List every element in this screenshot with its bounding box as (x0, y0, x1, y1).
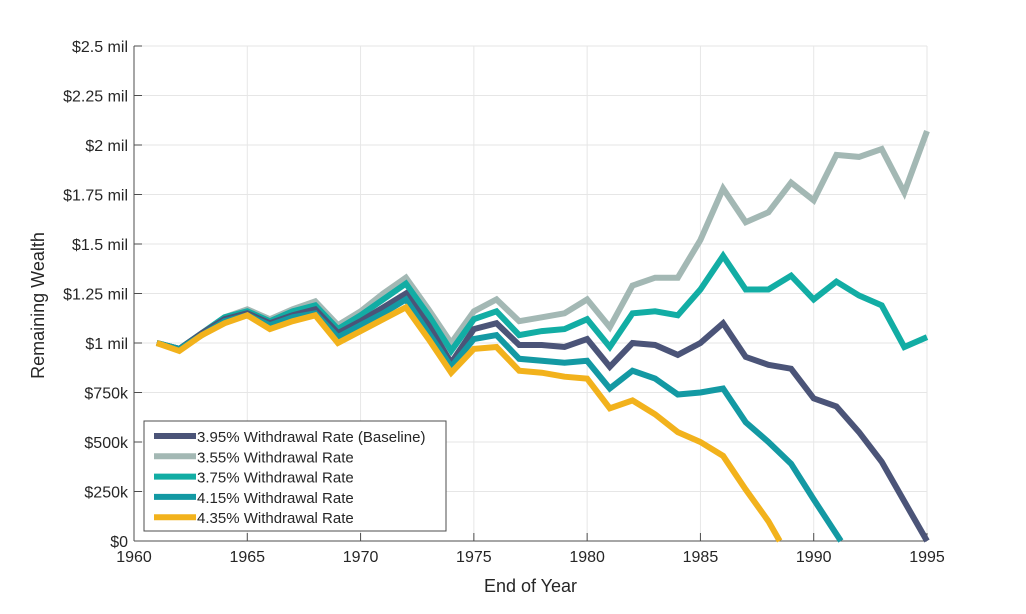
y-tick-label: $1.25 mil (63, 287, 128, 304)
x-tick-label: 1995 (909, 549, 945, 566)
y-tick-label: $1 mil (85, 336, 128, 353)
y-axis-ticks: $0 $250k $500k $750k $1 mil $1.25 mil $1.5 mil… (63, 39, 142, 551)
series-line-4-15-withdrawal-rate (155, 295, 844, 543)
x-axis-ticks: 1960 1965 1970 1975 1980 1985 1990 1995 (116, 533, 945, 566)
series-line-3-55-withdrawal-rate (155, 130, 930, 353)
legend-label: 3.55% Withdrawal Rate (197, 449, 354, 466)
legend-label: 4.15% Withdrawal Rate (197, 490, 354, 507)
x-axis-title: End of Year (484, 576, 577, 596)
series-line-4-35-withdrawal-rate (155, 303, 783, 543)
series-line-3-75-withdrawal-rate (155, 250, 929, 357)
y-tick-label: $750k (84, 386, 129, 403)
y-tick-label: $250k (84, 485, 129, 502)
x-tick-label: 1960 (116, 549, 152, 566)
x-tick-label: 1980 (569, 549, 605, 566)
series-lines (155, 130, 930, 543)
legend-label: 3.75% Withdrawal Rate (197, 470, 354, 487)
x-tick-label: 1990 (796, 549, 832, 566)
legend: 3.95% Withdrawal Rate (Baseline) 3.55% Wi… (143, 420, 447, 532)
x-tick-label: 1970 (343, 549, 379, 566)
y-tick-label: $0 (110, 534, 128, 551)
x-tick-label: 1965 (229, 549, 265, 566)
y-tick-label: $2.25 mil (63, 89, 128, 106)
y-tick-label: $2.5 mil (72, 39, 128, 56)
legend-label: 4.35% Withdrawal Rate (197, 510, 354, 527)
legend-label: 3.95% Withdrawal Rate (Baseline) (197, 429, 425, 446)
grid-lines (134, 45, 928, 541)
y-tick-label: $1.5 mil (72, 237, 128, 254)
y-tick-label: $1.75 mil (63, 188, 128, 205)
x-tick-label: 1975 (456, 549, 492, 566)
x-tick-label: 1985 (683, 549, 719, 566)
y-tick-label: $500k (84, 435, 129, 452)
y-axis-title: Remaining Wealth (28, 232, 48, 379)
y-tick-label: $2 mil (85, 138, 128, 155)
